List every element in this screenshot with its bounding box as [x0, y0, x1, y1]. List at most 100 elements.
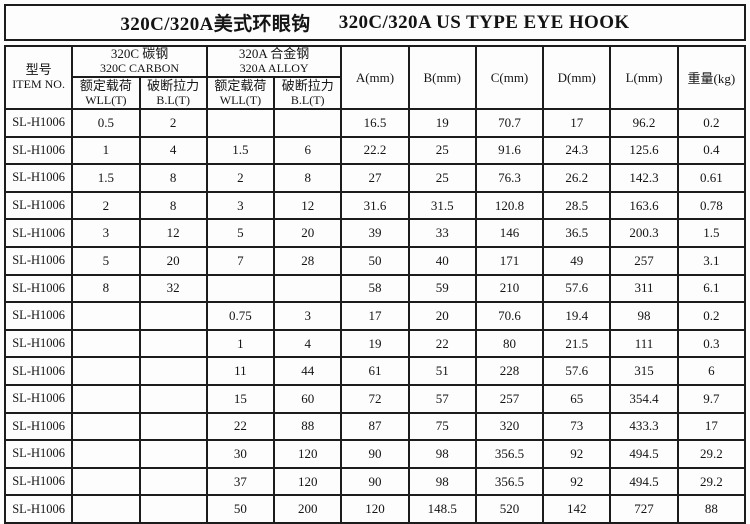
value-cell: 16.5 [340, 108, 410, 138]
value-cell: 8 [71, 273, 141, 304]
value-cell: 20 [407, 301, 477, 331]
value-cell [71, 328, 141, 359]
value-cell [273, 108, 343, 138]
value-cell: 5 [205, 218, 276, 248]
value-cell: 520 [474, 494, 545, 524]
value-cell: 92 [542, 466, 612, 497]
value-cell: 1.5 [71, 163, 141, 193]
value-cell: 57.6 [542, 356, 612, 386]
value-cell: 494.5 [609, 439, 679, 469]
item-no-cell: SL-H1006 [3, 135, 74, 166]
value-cell: 37 [205, 466, 276, 497]
value-cell: 58 [340, 273, 410, 304]
item-no-cell: SL-H1006 [3, 411, 74, 442]
value-cell: 57.6 [542, 273, 612, 304]
value-cell: 22 [407, 328, 477, 359]
item-no-cell: SL-H1006 [3, 163, 74, 193]
item-no-cell: SL-H1006 [3, 245, 74, 276]
value-cell: 31.6 [340, 190, 410, 221]
header-wll-320c-cn: 额定载荷 [79, 77, 132, 93]
value-cell: 2 [71, 190, 141, 221]
table-row: SL-H1006 15 60 72 57 257 65 354.4 9.7 [3, 383, 747, 414]
header-bl-320a: 破断拉力 B.L(T) [273, 76, 343, 110]
table-body: SL-H1006 0.5 2 16.5 19 70.7 17 96.2 0.2 SL-H1006 1… [3, 108, 747, 524]
value-cell: 315 [609, 356, 679, 386]
value-cell [71, 383, 141, 414]
header-wll-320c-en: WLL(T) [85, 92, 127, 107]
value-cell: 120 [273, 439, 343, 469]
header-group-row: 型号 ITEM NO. 320C 碳钢 320C CARBON 320A 合金钢… [3, 45, 747, 110]
header-group-320a-cn: 320A 合金钢 [238, 46, 310, 62]
value-cell: 60 [273, 383, 343, 414]
value-cell [205, 273, 276, 304]
value-cell: 57 [407, 383, 477, 414]
value-cell: 6 [273, 135, 343, 166]
table-row: SL-H1006 30 120 90 98 356.5 92 494.5 29.2 [3, 439, 747, 469]
value-cell: 80 [474, 328, 545, 359]
value-cell: 0.3 [676, 328, 747, 359]
value-cell: 0.2 [676, 108, 747, 138]
header-wll-320c: 额定载荷 WLL(T) [71, 76, 141, 110]
table-row: SL-H1006 1 4 19 22 80 21.5 111 0.3 [3, 328, 747, 359]
value-cell: 727 [609, 494, 679, 524]
value-cell: 311 [609, 273, 679, 304]
value-cell [71, 411, 141, 442]
value-cell: 200.3 [609, 218, 679, 248]
value-cell: 88 [676, 494, 747, 524]
table-row: SL-H1006 5 20 7 28 50 40 171 49 257 3.1 [3, 245, 747, 276]
value-cell: 8 [273, 163, 343, 193]
header-bl-320c-cn: 破断拉力 [147, 77, 200, 93]
value-cell: 70.6 [474, 301, 545, 331]
value-cell: 29.2 [676, 466, 747, 497]
value-cell: 1 [71, 135, 141, 166]
value-cell [138, 494, 208, 524]
value-cell: 1.5 [676, 218, 747, 248]
value-cell: 22.2 [340, 135, 410, 166]
value-cell: 36.5 [542, 218, 612, 248]
header-bl-320c: 破断拉力 B.L(T) [138, 76, 208, 110]
value-cell [138, 439, 208, 469]
table-row: SL-H1006 0.75 3 17 20 70.6 19.4 98 0.2 [3, 301, 747, 331]
item-no-cell: SL-H1006 [3, 301, 74, 331]
value-cell: 25 [407, 135, 477, 166]
header-dim-c: C(mm) [474, 45, 545, 110]
value-cell: 30 [205, 439, 276, 469]
value-cell: 0.75 [205, 301, 276, 331]
value-cell: 0.5 [71, 108, 141, 138]
value-cell: 75 [407, 411, 477, 442]
table-row: SL-H1006 1 4 1.5 6 22.2 25 91.6 24.3 125.6 0.4 [3, 135, 747, 166]
value-cell: 21.5 [542, 328, 612, 359]
value-cell: 200 [273, 494, 343, 524]
value-cell [138, 383, 208, 414]
value-cell: 320 [474, 411, 545, 442]
value-cell: 19 [340, 328, 410, 359]
item-no-cell: SL-H1006 [3, 108, 74, 138]
header-dim-b: B(mm) [407, 45, 477, 110]
value-cell: 17 [340, 301, 410, 331]
value-cell: 257 [609, 245, 679, 276]
table-header: 型号 ITEM NO. 320C 碳钢 320C CARBON 320A 合金钢… [3, 45, 747, 110]
item-no-cell: SL-H1006 [3, 273, 74, 304]
table-row: SL-H1006 11 44 61 51 228 57.6 315 6 [3, 356, 747, 386]
value-cell: 12 [273, 190, 343, 221]
item-no-cell: SL-H1006 [3, 190, 74, 221]
value-cell: 98 [407, 439, 477, 469]
value-cell: 88 [273, 411, 343, 442]
item-no-cell: SL-H1006 [3, 466, 74, 497]
value-cell: 3 [205, 190, 276, 221]
value-cell: 33 [407, 218, 477, 248]
value-cell: 50 [340, 245, 410, 276]
value-cell: 90 [340, 466, 410, 497]
value-cell [273, 273, 343, 304]
value-cell [71, 301, 141, 331]
header-dim-d: D(mm) [542, 45, 612, 110]
value-cell [71, 439, 141, 469]
value-cell: 120 [273, 466, 343, 497]
value-cell: 494.5 [609, 466, 679, 497]
value-cell: 0.4 [676, 135, 747, 166]
value-cell: 40 [407, 245, 477, 276]
item-no-cell: SL-H1006 [3, 328, 74, 359]
value-cell: 354.4 [609, 383, 679, 414]
value-cell: 90 [340, 439, 410, 469]
value-cell [71, 494, 141, 524]
